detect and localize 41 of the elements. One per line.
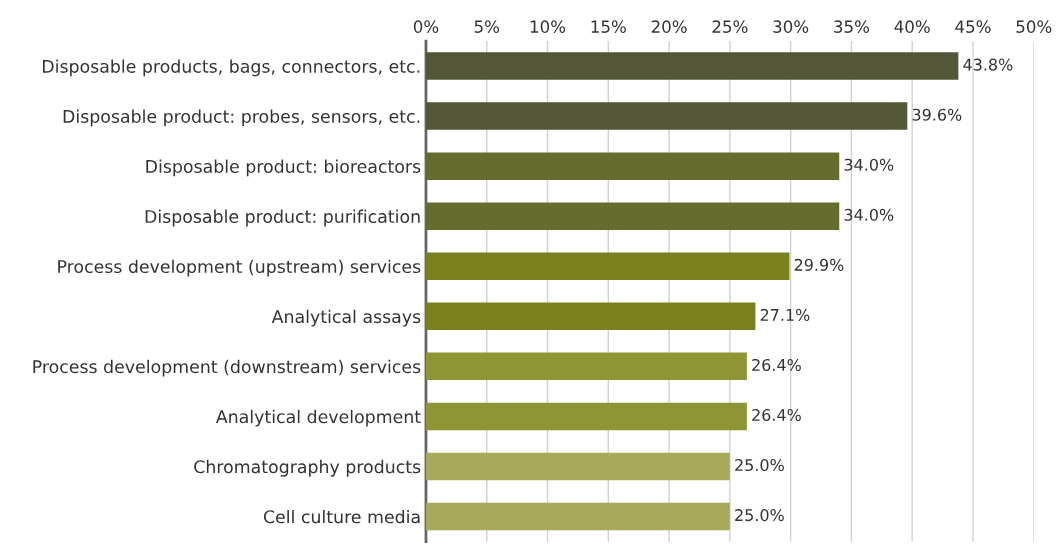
data-label: 26.4% <box>752 408 801 422</box>
x-tick-label: 15% <box>591 20 626 33</box>
y-tick-label: Analytical development <box>215 409 421 427</box>
x-tick-label: 30% <box>773 20 809 33</box>
x-tick-label: 45% <box>955 20 991 33</box>
y-tick-label: Disposable product: probes, sensors, etc. <box>63 109 420 127</box>
data-label: 27.1% <box>760 308 810 321</box>
bar <box>425 402 747 431</box>
data-label: 39.6% <box>912 108 962 121</box>
y-tick-label: Disposable product: bioreactors <box>146 159 421 177</box>
data-label: 25.0% <box>735 459 784 472</box>
data-label: 34.0% <box>844 208 894 221</box>
bar <box>425 202 840 230</box>
y-tick-label: Process development (downstream) services <box>33 359 421 377</box>
bar <box>425 52 959 80</box>
x-tick-label: 20% <box>651 20 687 33</box>
bar <box>425 352 747 381</box>
x-tick-label: 40% <box>894 20 930 33</box>
y-tick-label: Process development (upstream) services <box>58 259 421 277</box>
x-tick-label: 10% <box>530 20 566 33</box>
bar <box>425 152 840 180</box>
y-tick-label: Chromatography products <box>194 459 421 477</box>
bar <box>425 252 790 281</box>
y-tick-label: Cell culture media <box>263 509 420 524</box>
data-label: 43.8% <box>963 58 1013 71</box>
data-label: 25.0% <box>735 509 784 522</box>
bar <box>425 302 756 331</box>
y-tick-label: Disposable product: purification <box>145 209 420 227</box>
y-tick-label: Disposable products, bags, connectors, etc. <box>43 59 420 77</box>
data-label: 34.0% <box>844 158 894 171</box>
bar <box>425 502 730 531</box>
x-tick-label: 35% <box>834 20 870 33</box>
data-label: 26.4% <box>752 358 801 371</box>
bar <box>425 452 730 481</box>
x-tick-label: 50% <box>1016 20 1052 33</box>
x-tick-label: 0% <box>413 20 439 33</box>
y-tick-label: Analytical assays <box>271 309 421 327</box>
bar <box>425 102 908 130</box>
x-tick-label: 25% <box>712 20 748 33</box>
x-tick-label: 5% <box>474 20 500 33</box>
data-label: 29.9% <box>794 258 844 271</box>
